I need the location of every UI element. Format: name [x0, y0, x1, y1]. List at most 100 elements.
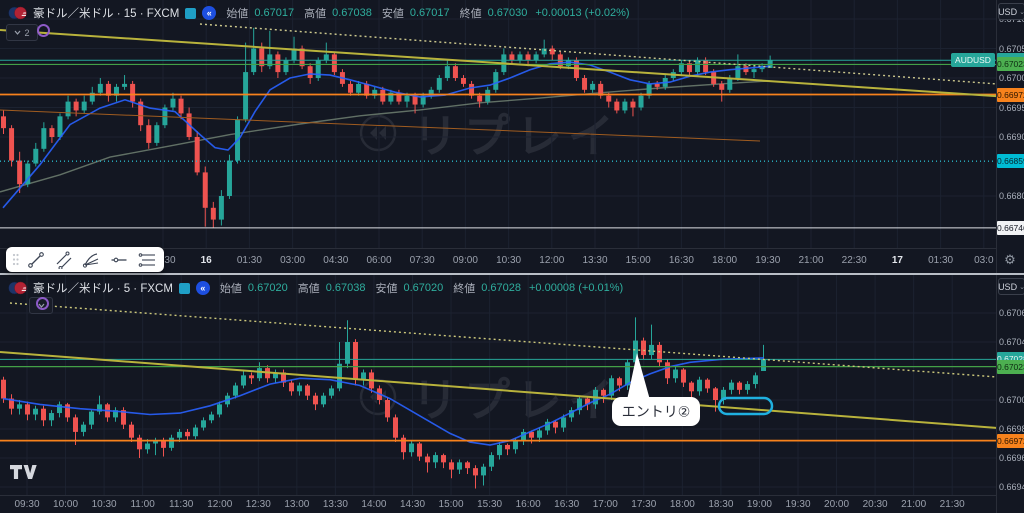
candle-body-up — [297, 385, 302, 392]
currency-selector-top[interactable]: USD ⌄ — [998, 3, 1024, 20]
fast-moving-average-line[interactable] — [2, 61, 771, 209]
candle-body-up — [361, 372, 366, 380]
candle-body-up — [169, 437, 174, 448]
price-axis[interactable]: USD ⌄ USD ⌄ 0.671000.670500.670000.66950… — [996, 0, 1024, 513]
time-label: 17:30 — [631, 499, 657, 510]
trend-line-drawing[interactable] — [0, 109, 761, 142]
candle-body-up — [625, 362, 630, 386]
candle-body-down — [469, 83, 475, 96]
candle-body-up — [649, 344, 654, 356]
price-badge: 0.66859 — [997, 154, 1024, 169]
chevron-down-icon — [15, 30, 21, 35]
candle-body-down — [425, 456, 430, 463]
candle-body-down — [129, 424, 134, 438]
candle-body-up — [622, 101, 628, 111]
audusd-flag-icon — [8, 6, 27, 20]
candle-body-up — [545, 421, 550, 431]
currency-selector-bottom[interactable]: USD ⌄ — [998, 278, 1024, 295]
candle-body-down — [194, 137, 200, 173]
candle-body-down — [65, 404, 70, 418]
time-axis-5m[interactable]: 09:30 10:00 10:30 11:00 11:30 12:00 12:30 13:00… — [0, 495, 996, 513]
candle-body-down — [202, 172, 208, 208]
trend-line-tool-button[interactable] — [25, 249, 47, 270]
entry-highlight-box[interactable] — [717, 396, 774, 416]
time-axis-settings-gear-icon[interactable]: ⚙ — [1004, 252, 1016, 267]
time-label: 13:30 — [322, 499, 348, 510]
currency-label: USD — [998, 6, 1018, 17]
price-axis-label: 0.67000 — [999, 395, 1024, 405]
indicator-collapse-button-top[interactable]: 2 — [6, 24, 38, 41]
candle-body-up — [283, 60, 289, 73]
parallel-channel-tool-button[interactable] — [53, 249, 75, 270]
fan-lines-tool-button[interactable] — [81, 249, 103, 270]
candle-body-down — [385, 400, 390, 418]
open-value: 0.67020 — [247, 282, 288, 294]
candle-body-up — [33, 408, 38, 415]
candle-body-up — [695, 60, 701, 73]
close-label: 終値 — [453, 283, 476, 295]
candle-body-down — [553, 421, 558, 428]
indicator-count: 2 — [24, 27, 30, 38]
candle-body-down — [1, 379, 6, 399]
candle-body-down — [259, 48, 265, 67]
drawing-anchor-point-bottom[interactable] — [36, 297, 49, 310]
time-label: 06:00 — [366, 255, 392, 266]
time-label: 18:30 — [708, 499, 734, 510]
candlestick-chart-15m[interactable] — [0, 0, 996, 248]
price-axis-label: 0.67050 — [999, 43, 1024, 54]
candle-body-down — [9, 398, 14, 409]
trend-line-drawing[interactable] — [0, 351, 996, 430]
candle-body-up — [177, 431, 182, 438]
time-label: 12:00 — [539, 255, 565, 266]
candle-body-down — [299, 48, 305, 67]
price-axis-label: 0.66980 — [999, 424, 1024, 434]
symbol-title[interactable]: 豪ドル／米ドル · 15 · FXCM — [33, 8, 180, 20]
pane-divider[interactable] — [0, 273, 1024, 275]
candle-body-up — [113, 410, 118, 418]
toolbar-drag-handle[interactable] — [12, 253, 19, 266]
time-label: 14:00 — [361, 499, 387, 510]
candle-body-up — [97, 83, 103, 93]
horizontal-rays-tool-button[interactable] — [136, 249, 158, 270]
candlestick-chart-5m[interactable]: エントリ② — [0, 275, 996, 495]
close-value: 0.67030 — [487, 7, 528, 19]
candle-body-down — [161, 440, 166, 448]
candle-body-up — [243, 72, 249, 120]
bar-replay-icon[interactable]: « — [195, 281, 210, 295]
tradingview-logo[interactable] — [10, 465, 37, 479]
drawing-anchor-point-top[interactable] — [37, 24, 50, 37]
time-label: 16:30 — [554, 499, 580, 510]
candle-body-up — [409, 443, 414, 453]
entry-callout-bubble[interactable] — [612, 397, 700, 426]
time-axis-15m[interactable]: 22:30 16 01:30 03:00 04:30 06:00 07:30 09:00 10:… — [0, 248, 996, 274]
trend-line-drawing[interactable] — [9, 302, 996, 379]
candle-body-up — [233, 385, 238, 396]
chart-pane-5m[interactable]: エントリ② — [0, 275, 996, 495]
candle-body-down — [614, 101, 620, 111]
candle-body-up — [497, 444, 502, 456]
drawing-toolbar[interactable] — [6, 247, 164, 272]
candle-body-up — [457, 462, 462, 470]
price-axis-label: 0.66940 — [999, 482, 1024, 492]
candle-body-up — [761, 359, 766, 371]
candle-body-down — [460, 78, 466, 84]
candle-body-up — [577, 398, 582, 411]
candle-body-up — [372, 89, 378, 96]
candle-body-down — [401, 437, 406, 453]
horizontal-line-tool-button[interactable] — [108, 249, 130, 270]
time-label: 16:00 — [515, 499, 541, 510]
trend-line-drawing[interactable] — [0, 29, 996, 98]
symbol-title[interactable]: 豪ドル／米ドル · 5 · FXCM — [33, 283, 173, 295]
candle-body-up — [727, 78, 733, 90]
bar-replay-icon[interactable]: « — [202, 6, 217, 20]
candle-body-up — [489, 455, 494, 467]
time-label: 19:30 — [785, 499, 811, 510]
price-badge: 0.66972 — [997, 433, 1024, 448]
candle-body-down — [606, 95, 612, 102]
candle-body-up — [209, 414, 214, 421]
candle-body-down — [281, 372, 286, 383]
chart-pane-15m[interactable] — [0, 0, 996, 248]
candle-body-up — [436, 78, 442, 90]
candle-body-down — [703, 60, 709, 73]
candle-body-up — [89, 92, 95, 102]
